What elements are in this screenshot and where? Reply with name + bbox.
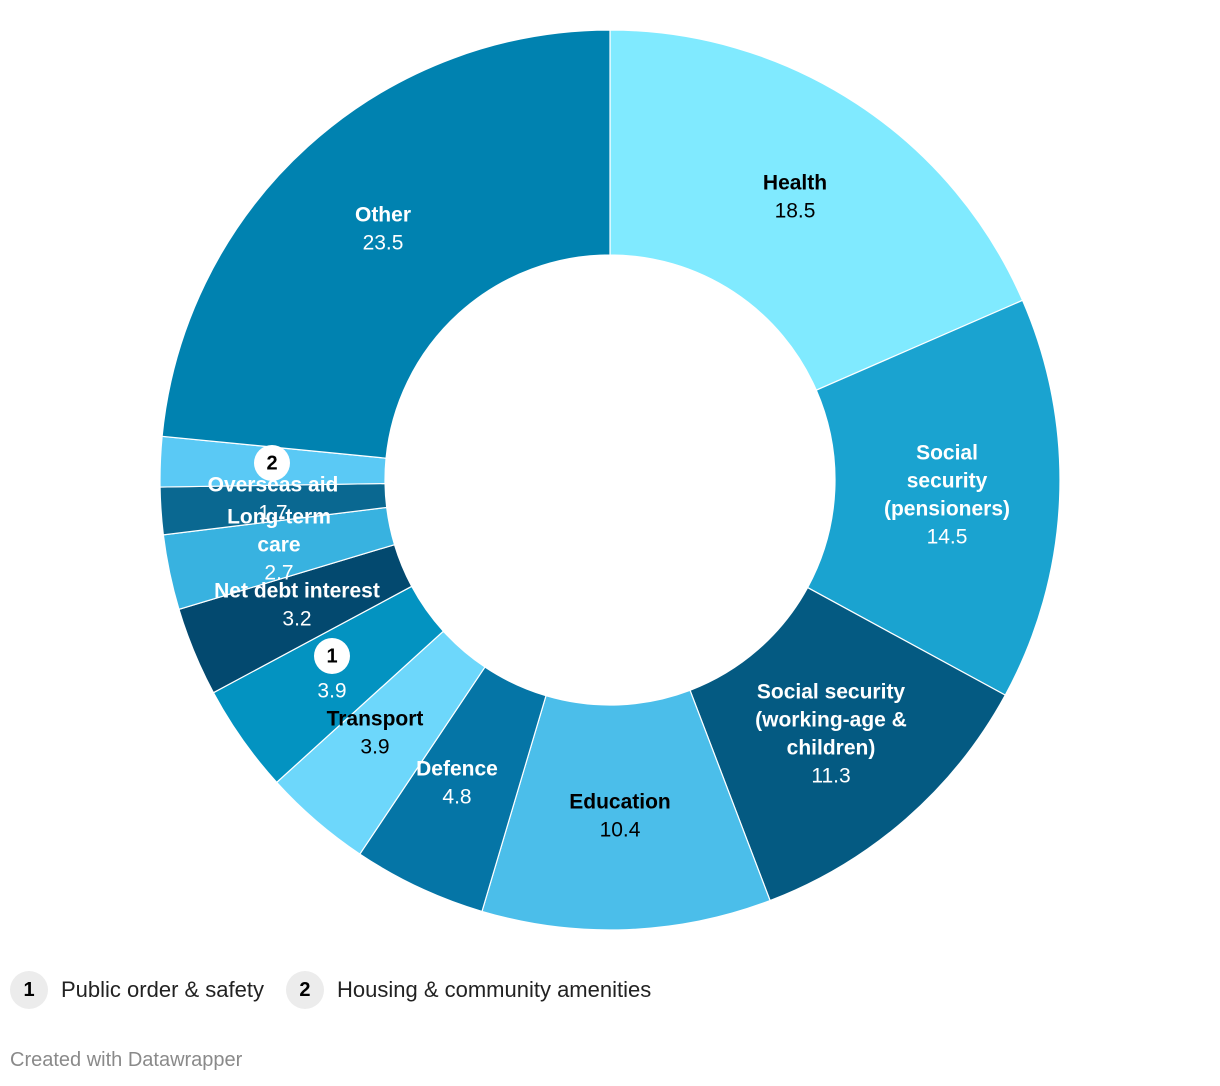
label-value-other: 23.5 — [363, 232, 404, 255]
label-education: Education 10.4 — [569, 791, 671, 842]
slice-social-security-pensioners — [806, 299, 1061, 696]
label-health: Health 18.5 — [763, 172, 827, 223]
label-name-long-term-care: Long-term — [227, 506, 331, 529]
label-value-education: 10.4 — [600, 819, 641, 842]
label-net-debt-interest: Net debt interest 3.2 — [214, 580, 380, 631]
slice-health — [609, 29, 1024, 391]
slice-marker-1 — [314, 638, 350, 674]
label-value-net-debt-interest: 3.2 — [282, 608, 311, 631]
label-social-security-working-age-children: Social security (working-age & children) 11… — [755, 681, 907, 788]
legend-item-housing: 2 Housing & community amenities — [285, 971, 652, 1009]
legend: 1 Public order & safety 2 Housing & comm… — [10, 970, 673, 1010]
legend-label-public-order: Public order & safety — [61, 977, 264, 1002]
label-value-public-order-safety: 3.9 — [317, 680, 346, 703]
label-name-social-security-pensioners: security — [907, 470, 988, 493]
label-name-social-security-working-age-children: (working-age & — [755, 709, 907, 732]
label-other: Other 23.5 — [355, 204, 411, 255]
slice-marker-label-2: 2 — [266, 452, 277, 474]
label-name-other: Other — [355, 204, 411, 227]
slice-education — [481, 689, 771, 931]
label-value-social-security-working-age-children: 11.3 — [811, 765, 850, 788]
label-name-defence: Defence — [416, 758, 498, 781]
label-value-defence: 4.8 — [442, 786, 471, 809]
label-long-term-care: Long-term care 2.7 — [227, 506, 331, 585]
slice-marker-label-1: 1 — [326, 645, 337, 667]
label-value-long-term-care: 2.7 — [264, 562, 293, 585]
label-defence: Defence 4.8 — [416, 758, 498, 809]
slice-marker-2 — [254, 445, 290, 481]
label-name-social-security-pensioners: (pensioners) — [884, 498, 1010, 521]
label-transport: Transport 3.9 — [327, 708, 424, 759]
label-public-order-safety: 3.9 — [317, 680, 346, 703]
label-value-transport: 3.9 — [360, 736, 389, 759]
legend-item-public-order: 1 Public order & safety — [10, 971, 264, 1009]
label-name-social-security-pensioners: Social — [916, 442, 978, 465]
donut-chart: Health 18.5 Social security (pensioners) 14.5… — [159, 29, 1061, 931]
legend-marker-1: 1 — [10, 971, 48, 1009]
legend-label-housing: Housing & community amenities — [336, 977, 652, 1002]
slice-other — [161, 29, 611, 459]
label-name-health: Health — [763, 172, 827, 195]
label-name-social-security-working-age-children: children) — [787, 737, 876, 760]
slice-social-security-working-age-children — [689, 586, 1007, 902]
label-value-overseas-aid: 1.7 — [258, 502, 287, 525]
legend-marker-2: 2 — [285, 971, 324, 1009]
label-name-net-debt-interest: Net debt interest — [214, 580, 380, 603]
label-overseas-aid: Overseas aid 1.7 — [208, 474, 339, 525]
label-value-social-security-pensioners: 14.5 — [927, 526, 968, 549]
label-name-social-security-working-age-children: Social security — [757, 681, 906, 704]
label-name-transport: Transport — [327, 708, 424, 731]
label-name-education: Education — [569, 791, 671, 814]
label-social-security-pensioners: Social security (pensioners) 14.5 — [884, 442, 1010, 549]
datawrapper-credit: Created with Datawrapper — [10, 1049, 243, 1071]
label-name-long-term-care: care — [257, 534, 300, 557]
slice-labels: Health 18.5 Social security (pensioners) 14.5… — [208, 172, 1010, 842]
label-name-overseas-aid: Overseas aid — [208, 474, 339, 497]
label-value-health: 18.5 — [775, 200, 816, 223]
